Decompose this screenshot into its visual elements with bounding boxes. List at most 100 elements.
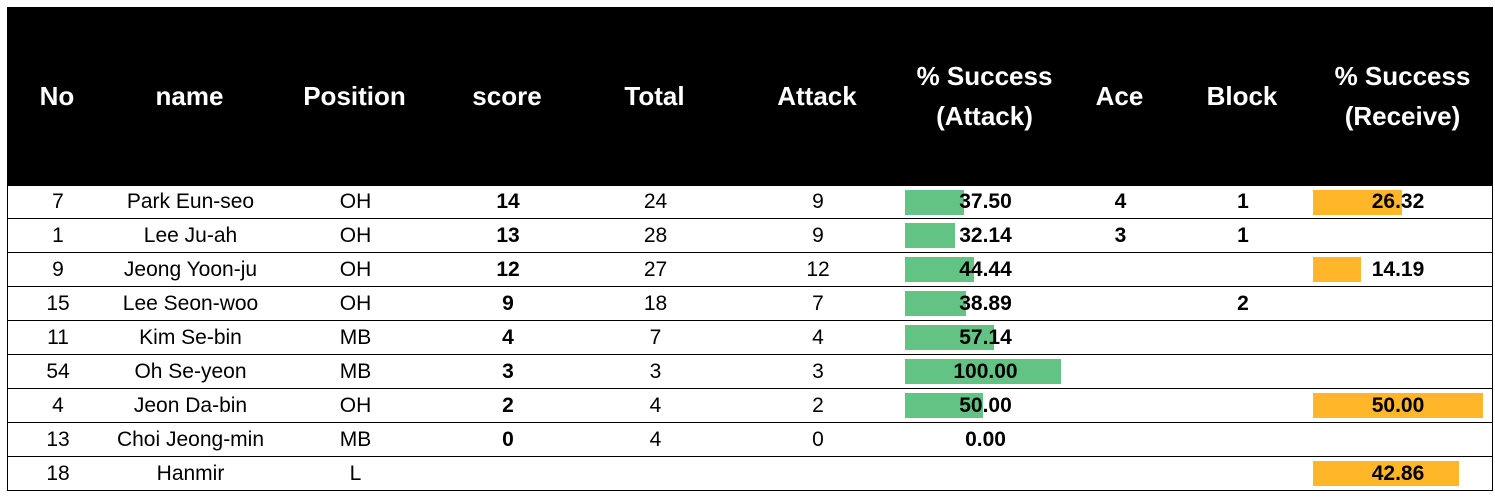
cell-attack: 4 (812, 325, 824, 349)
cell-success-receive: 26.32 (1371, 190, 1425, 213)
cell-position: OH (339, 190, 372, 213)
cell-attack: 12 (806, 257, 830, 281)
cell-position: MB (339, 359, 372, 383)
attack-success-bar (905, 223, 955, 248)
table-row: 54 Oh Se-yeon MB 3 3 3 100.00 (7, 355, 1493, 389)
cell-attack (733, 457, 903, 490)
table-row: 18 Hanmir L 42.86 (7, 457, 1493, 491)
cell-name: Lee Ju-ah (143, 223, 238, 247)
cell-total: 7 (649, 325, 662, 349)
cell-position: L (349, 461, 362, 485)
header-no: No (39, 81, 75, 111)
attack-success-bar (905, 291, 966, 316)
cell-position: OH (339, 291, 372, 315)
cell-success-receive (1313, 321, 1483, 354)
cell-success-attack: 0.00 (965, 427, 1006, 451)
cell-ace (1068, 389, 1173, 422)
cell-score (438, 457, 578, 490)
cell-attack: 2 (812, 393, 824, 417)
attack-success-bar (905, 257, 974, 282)
cell-total: 4 (649, 427, 662, 451)
table-row: 11 Kim Se-bin MB 4 7 4 57.14 (7, 321, 1493, 355)
cell-success-receive (1313, 423, 1483, 456)
cell-score: 0 (502, 427, 514, 451)
attack-success-bar (905, 325, 994, 350)
cell-score: 12 (496, 257, 520, 281)
table-row: 15 Lee Seon-woo OH 9 18 7 2 38.89 (7, 287, 1493, 321)
header-success-attack: % Success (Attack) (916, 61, 1053, 131)
cell-block: 1 (1237, 190, 1249, 213)
cell-block (1173, 253, 1313, 286)
cell-total: 24 (643, 190, 668, 213)
cell-block (1173, 355, 1313, 388)
receive-success-bar (1313, 393, 1483, 418)
header-success-receive: % Success (Receive) (1334, 61, 1471, 131)
table-row: 4 Jeon Da-bin OH 2 4 2 50.00 50.00 (7, 389, 1493, 423)
header-row: No name Position score Total Attack % Su… (7, 7, 1493, 185)
cell-attack: 0 (812, 427, 824, 451)
table-row: 7 Park Eun-seo OH 14 24 9 4 1 37.50 26.32 (7, 185, 1493, 219)
cell-block (1173, 389, 1313, 422)
cell-block (1173, 423, 1313, 456)
cell-success-attack: 32.14 (959, 223, 1012, 247)
cell-success-receive: 14.19 (1371, 257, 1425, 281)
table-body: 7 Park Eun-seo OH 14 24 9 4 1 37.50 26.32 1 Lee Ju-… (7, 185, 1493, 491)
cell-ace (1068, 457, 1173, 490)
cell-position: OH (339, 257, 372, 281)
cell-ace (1068, 355, 1173, 388)
receive-success-bar (1313, 190, 1402, 215)
stats-sheet: No name Position score Total Attack % Su… (7, 7, 1493, 491)
cell-block: 1 (1237, 223, 1249, 247)
cell-total: 28 (643, 223, 668, 247)
cell-total: 27 (643, 257, 668, 281)
cell-success-receive (1313, 287, 1483, 320)
cell-attack: 9 (812, 223, 824, 247)
header-total: Total (624, 81, 685, 111)
header-ace: Ace (1095, 81, 1144, 111)
cell-name: Lee Seon-woo (122, 291, 259, 315)
cell-success-attack: 50.00 (959, 393, 1012, 417)
attack-success-bar (905, 393, 983, 418)
cell-score: 13 (496, 223, 520, 247)
cell-success-attack: 100.00 (953, 359, 1018, 383)
cell-success-attack (903, 457, 1068, 490)
cell-attack: 3 (812, 359, 824, 383)
cell-no: 1 (52, 223, 64, 247)
cell-position: OH (339, 393, 372, 417)
cell-name: Hanmir (156, 461, 225, 485)
cell-no: 4 (52, 393, 64, 417)
cell-success-receive: 42.86 (1371, 461, 1425, 485)
cell-success-attack: 38.89 (959, 291, 1012, 315)
cell-ace: 4 (1114, 190, 1127, 213)
cell-block (1173, 457, 1313, 490)
cell-name: Jeong Yoon-ju (123, 257, 258, 281)
cell-no: 9 (52, 257, 64, 281)
header-attack: Attack (777, 81, 857, 111)
cell-name: Jeon Da-bin (133, 393, 248, 417)
cell-ace (1068, 321, 1173, 354)
cell-block (1173, 321, 1313, 354)
cell-score: 14 (496, 190, 520, 213)
cell-name: Kim Se-bin (139, 325, 242, 349)
header-position: Position (303, 81, 406, 111)
cell-score: 2 (502, 393, 514, 417)
cell-score: 9 (502, 291, 514, 315)
cell-success-receive: 50.00 (1371, 393, 1425, 417)
attack-success-bar (905, 359, 1061, 384)
cell-no: 54 (46, 359, 70, 383)
cell-no: 15 (46, 291, 70, 315)
table-row: 1 Lee Ju-ah OH 13 28 9 3 1 32.14 (7, 219, 1493, 253)
cell-attack: 9 (812, 190, 824, 213)
cell-total: 18 (643, 291, 668, 315)
cell-no: 11 (47, 325, 69, 349)
cell-success-attack: 37.50 (959, 190, 1012, 213)
cell-success-attack: 44.44 (959, 257, 1012, 281)
cell-name: Oh Se-yeon (134, 359, 247, 383)
cell-ace (1068, 423, 1173, 456)
header-name: name (155, 81, 224, 111)
receive-success-bar (1313, 461, 1459, 486)
cell-position: MB (339, 427, 372, 451)
cell-success-receive (1313, 355, 1483, 388)
table-row: 9 Jeong Yoon-ju OH 12 27 12 44.44 14.19 (7, 253, 1493, 287)
cell-ace (1068, 287, 1173, 320)
